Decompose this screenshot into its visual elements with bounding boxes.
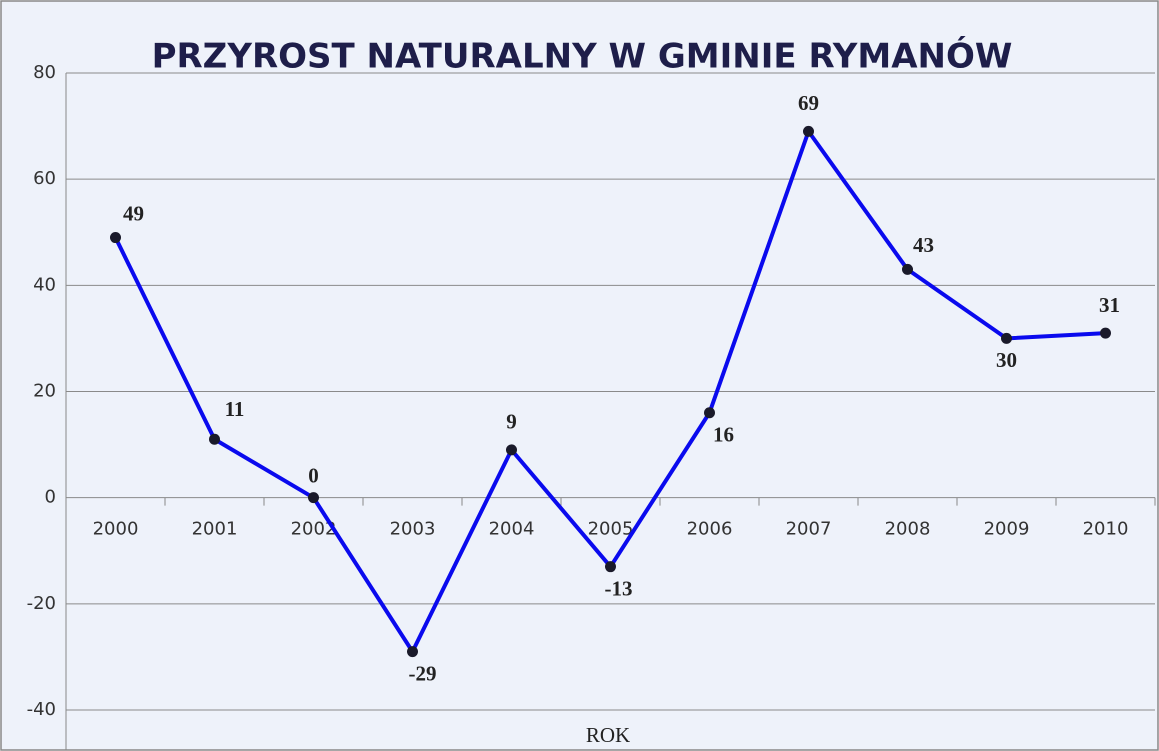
data-point	[1001, 332, 1012, 344]
x-tick-label: 2004	[489, 519, 535, 540]
data-label: 9	[506, 410, 517, 434]
x-tick-label: 2007	[786, 519, 832, 540]
data-point	[209, 433, 220, 445]
chart-title: PRZYROST NATURALNY W GMINIE RYMANÓW	[152, 36, 1013, 77]
data-point	[704, 407, 715, 419]
data-point	[605, 561, 616, 573]
data-label: 31	[1099, 293, 1120, 317]
x-tick-label: 2005	[588, 519, 634, 540]
y-tick-label: 80	[33, 62, 56, 83]
data-label: -13	[605, 576, 633, 600]
y-tick-label: -20	[27, 593, 56, 614]
data-label: 49	[123, 201, 144, 225]
x-tick-label: 2001	[192, 519, 238, 540]
y-tick-label: -40	[27, 699, 56, 720]
x-tick-label: 2002	[291, 519, 337, 540]
x-tick-label: 2000	[93, 519, 139, 540]
data-point	[1100, 327, 1111, 339]
data-point	[902, 263, 913, 275]
x-axis-title: ROK	[586, 723, 630, 747]
y-tick-label: 20	[33, 381, 56, 402]
x-tick-label: 2009	[984, 519, 1030, 540]
x-tick-label: 2003	[390, 519, 436, 540]
data-label: 11	[225, 397, 245, 421]
data-label: 43	[913, 233, 934, 257]
data-point	[407, 646, 418, 658]
y-tick-label: 40	[33, 274, 56, 295]
data-label: 0	[308, 463, 319, 487]
data-point	[803, 125, 814, 137]
x-tick-label: 2010	[1083, 519, 1129, 540]
y-tick-label: 60	[33, 168, 56, 189]
data-label: 69	[798, 91, 819, 115]
x-tick-label: 2006	[687, 519, 733, 540]
data-point	[110, 232, 121, 244]
data-point	[308, 492, 319, 504]
data-point	[506, 444, 517, 456]
data-label: 16	[713, 423, 734, 447]
y-tick-label: 0	[45, 487, 56, 508]
data-label: 30	[996, 348, 1017, 372]
x-tick-label: 2008	[885, 519, 931, 540]
data-label: -29	[409, 661, 437, 685]
